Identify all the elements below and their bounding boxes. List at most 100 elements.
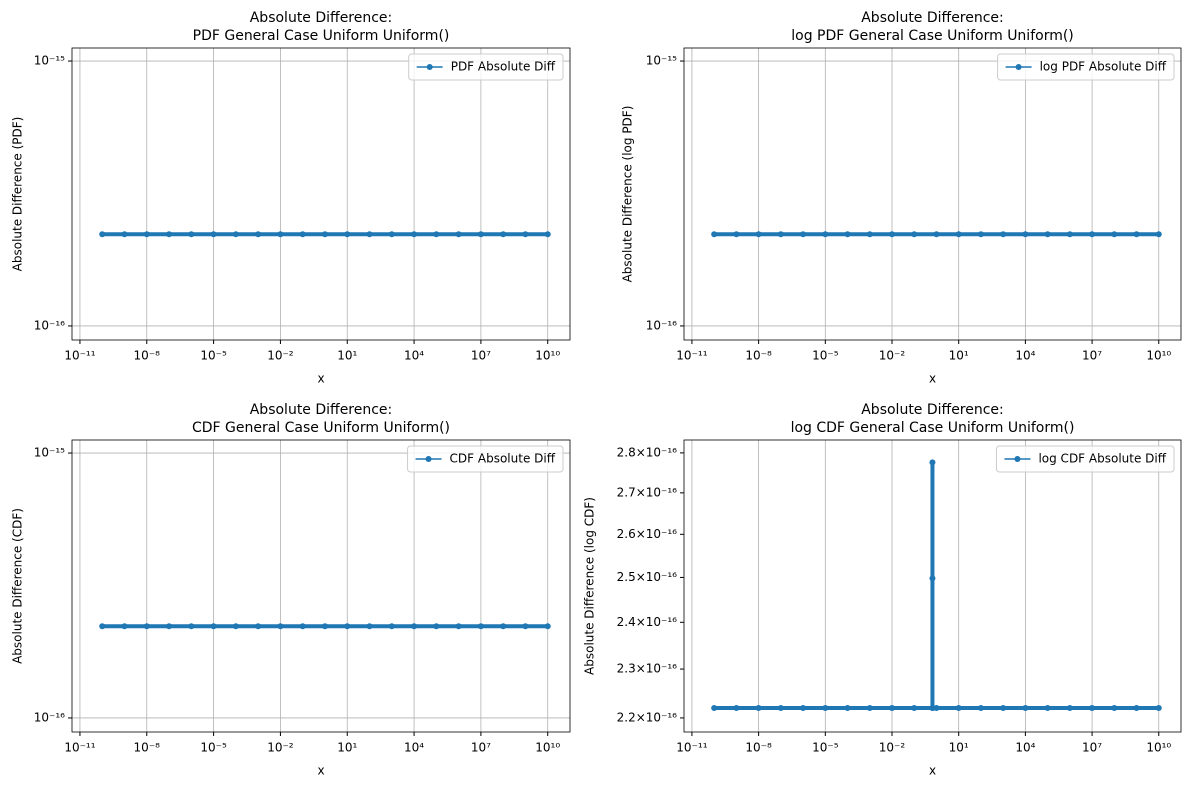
x-tick-label: 10⁻⁵	[200, 349, 227, 363]
y-tick-label: 2.6×10⁻¹⁶	[617, 527, 678, 541]
axes-frame	[683, 47, 1182, 341]
data-point	[277, 231, 284, 238]
data-point	[99, 231, 106, 238]
x-tick-label: 10⁻⁵	[812, 741, 839, 755]
data-point	[232, 623, 239, 630]
y-tick-label: 2.8×10⁻¹⁶	[617, 445, 678, 459]
data-point	[188, 623, 195, 630]
chart-title: Absolute Difference:	[861, 10, 1004, 26]
x-tick-label: 10⁻²	[267, 741, 294, 755]
y-axis-label: Absolute Difference (CDF)	[11, 508, 25, 664]
data-point	[433, 231, 440, 238]
data-point	[822, 231, 829, 238]
plot-area	[711, 231, 1162, 238]
data-point	[1066, 704, 1073, 711]
y-tick-label: 10⁻¹⁵	[646, 54, 677, 68]
data-point	[711, 704, 718, 711]
data-point	[522, 231, 529, 238]
x-tick-label: 10⁻⁸	[745, 349, 772, 363]
data-point	[143, 231, 150, 238]
data-point	[477, 623, 484, 630]
data-point	[844, 231, 851, 238]
x-tick-label: 10¹	[337, 741, 357, 755]
y-tick-label: 10⁻¹⁵	[34, 54, 65, 68]
data-point	[777, 231, 784, 238]
data-point	[1155, 231, 1162, 238]
y-axis-label: Absolute Difference (log CDF)	[583, 497, 597, 675]
x-tick-label: 10¹⁰	[1146, 349, 1171, 363]
x-tick-label: 10¹⁰	[1146, 741, 1171, 755]
y-tick-label: 2.2×10⁻¹⁶	[617, 710, 678, 724]
data-point	[344, 231, 351, 238]
data-point	[455, 623, 462, 630]
data-point	[455, 231, 462, 238]
data-point	[800, 704, 807, 711]
x-tick-label: 10⁷	[471, 349, 491, 363]
data-point	[366, 231, 373, 238]
data-point	[1155, 704, 1162, 711]
y-tick-label: 2.7×10⁻¹⁶	[617, 485, 678, 499]
data-point	[933, 704, 940, 711]
data-point	[755, 231, 762, 238]
data-point	[955, 704, 962, 711]
data-point	[866, 704, 873, 711]
y-tick-label: 10⁻¹⁵	[34, 446, 65, 460]
chart-title: Absolute Difference:	[250, 402, 393, 418]
data-point	[822, 704, 829, 711]
data-point	[544, 623, 551, 630]
data-point	[344, 623, 351, 630]
y-axis-label: Absolute Difference (log PDF)	[621, 106, 635, 283]
chart-title: CDF General Case Uniform Uniform()	[192, 420, 450, 436]
x-tick-label: 10⁻²	[267, 349, 294, 363]
x-tick-label: 10⁴	[404, 741, 424, 755]
data-point	[500, 623, 507, 630]
data-point	[166, 623, 173, 630]
data-point	[933, 231, 940, 238]
legend-marker	[426, 64, 433, 70]
x-tick-label: 10⁻¹¹	[676, 349, 707, 363]
data-point	[844, 704, 851, 711]
axes-frame	[683, 439, 1182, 733]
axes-frame	[71, 47, 571, 341]
data-point	[711, 231, 718, 238]
data-point	[299, 623, 306, 630]
data-point	[477, 231, 484, 238]
legend: PDF Absolute Diff	[408, 53, 564, 81]
x-axis-label: x	[929, 764, 936, 778]
data-point	[955, 231, 962, 238]
data-point	[366, 623, 373, 630]
chart-title: Absolute Difference:	[861, 402, 1004, 418]
subplot: Absolute Difference: PDF General Case Uni…	[11, 10, 571, 386]
axes-frame	[71, 439, 571, 733]
x-tick-label: 10⁻⁸	[134, 349, 161, 363]
x-tick-label: 10⁴	[1015, 349, 1035, 363]
legend-frame	[997, 53, 1175, 81]
data-point	[255, 623, 262, 630]
legend: log PDF Absolute Diff	[997, 53, 1175, 81]
chart-title: Absolute Difference:	[250, 10, 393, 26]
data-point	[1022, 704, 1029, 711]
data-point	[388, 623, 395, 630]
data-point	[433, 623, 440, 630]
data-point	[889, 704, 896, 711]
x-tick-label: 10⁷	[1082, 741, 1102, 755]
data-point	[321, 623, 328, 630]
data-point	[1044, 704, 1051, 711]
data-point	[277, 623, 284, 630]
data-point	[1066, 231, 1073, 238]
data-point	[99, 623, 106, 630]
x-tick-label: 10⁻¹¹	[64, 349, 95, 363]
data-point	[121, 623, 128, 630]
data-point	[188, 231, 195, 238]
data-point	[1133, 704, 1140, 711]
x-tick-label: 10⁷	[471, 741, 491, 755]
data-point	[1089, 231, 1096, 238]
subplot: Absolute Difference: log CDF General Case…	[583, 402, 1182, 778]
legend-label: CDF Absolute Diff	[450, 452, 556, 466]
subplot: Absolute Difference: CDF General Case Uni…	[11, 402, 571, 778]
legend-label: PDF Absolute Diff	[451, 60, 556, 74]
legend-frame	[407, 445, 564, 473]
x-tick-label: 10⁻²	[879, 741, 906, 755]
data-point	[800, 231, 807, 238]
